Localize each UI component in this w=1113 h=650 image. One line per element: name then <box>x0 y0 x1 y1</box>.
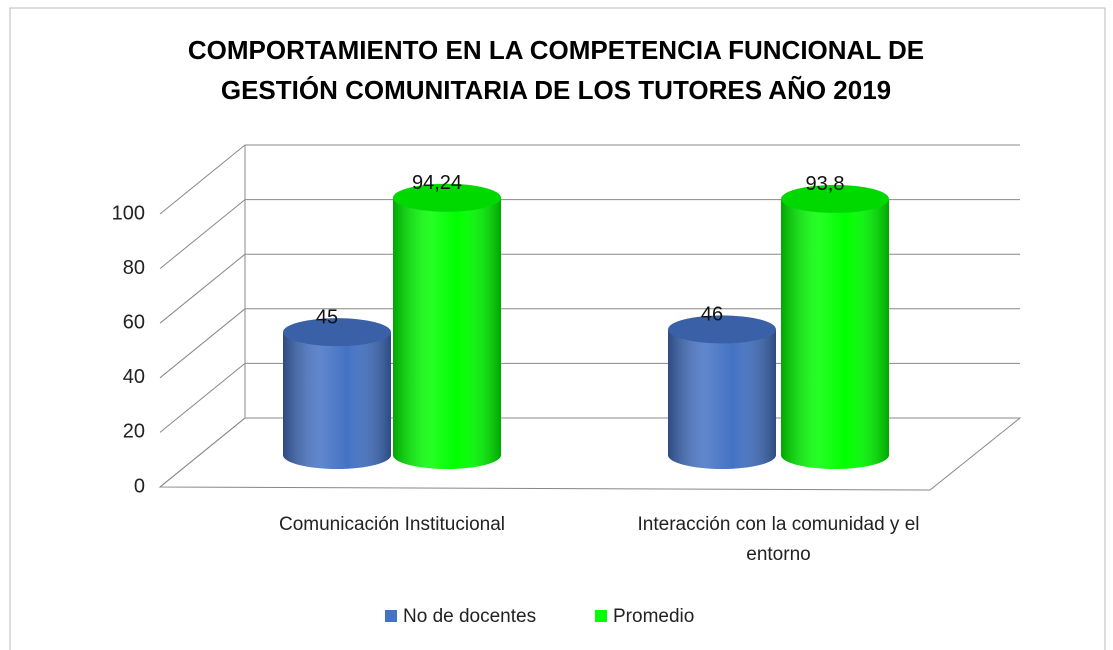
bar-shade <box>283 332 391 469</box>
y-tick-label: 40 <box>123 366 145 388</box>
y-tick-label: 60 <box>123 311 145 333</box>
x-tick-label: Interacción con la comunidad y el entorn… <box>637 514 920 565</box>
y-tick-label: 80 <box>123 257 145 279</box>
legend-label: Promedio <box>613 606 694 627</box>
data-label: 45 <box>316 306 338 328</box>
y-tick-label: 20 <box>123 421 145 443</box>
legend-label: No de docentes <box>403 606 536 627</box>
bar-shade <box>393 197 501 469</box>
grid-line-side <box>159 308 246 379</box>
grid-line-side <box>159 417 246 488</box>
grid-line-side <box>159 363 246 433</box>
data-label: 93,8 <box>806 173 845 195</box>
bar-top <box>283 318 391 347</box>
bar-shade <box>668 329 776 469</box>
bar-top <box>781 184 889 213</box>
y-tick-label: 0 <box>134 475 145 497</box>
legend-swatch <box>595 610 607 622</box>
bar-top <box>393 183 501 212</box>
grid-line-side <box>159 253 246 324</box>
grid-line-side <box>159 144 246 215</box>
legend-swatch <box>385 610 397 622</box>
chart-title: COMPORTAMIENTO EN LA COMPETENCIA FUNCION… <box>187 35 925 105</box>
data-label: 46 <box>701 304 723 326</box>
chart-border <box>9 7 1106 650</box>
data-label: 94,24 <box>412 172 462 194</box>
bar-top <box>668 315 776 344</box>
y-tick-label: 100 <box>112 202 145 224</box>
grid-line-side <box>159 199 246 269</box>
x-tick-label: Comunicación Institucional <box>278 514 505 535</box>
bar-shade <box>781 198 889 469</box>
